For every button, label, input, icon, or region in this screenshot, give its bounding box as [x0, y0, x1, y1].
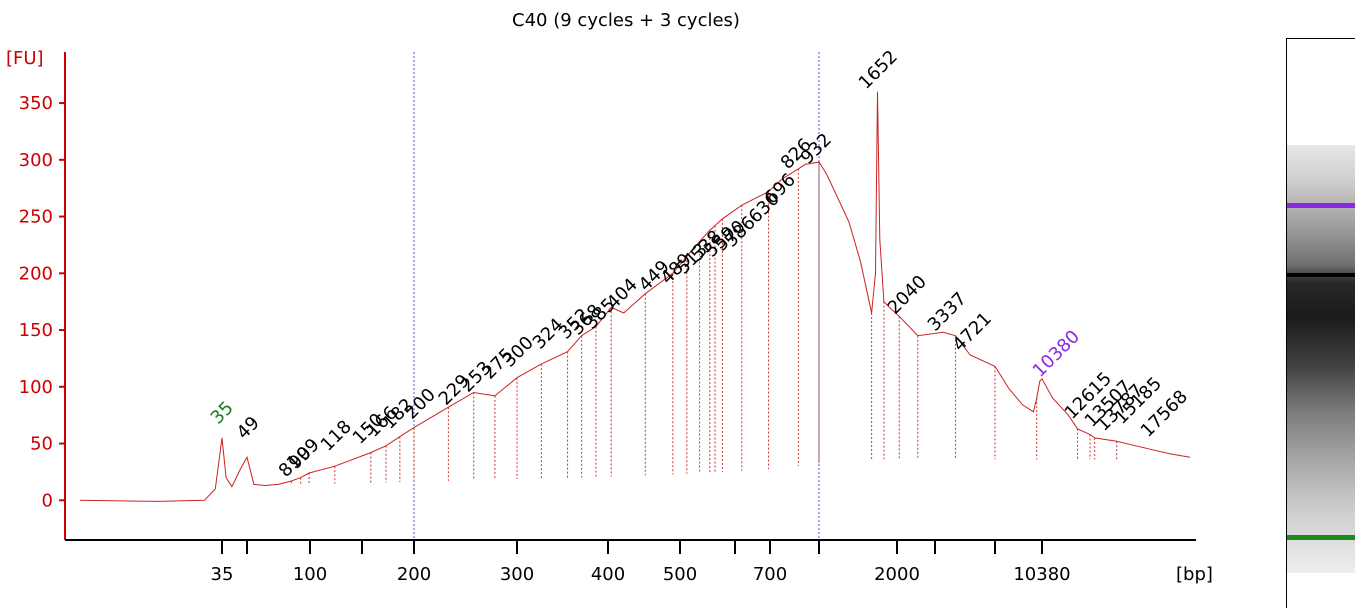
- chart-title: C40 (9 cycles + 3 cycles): [512, 10, 740, 31]
- x-tick-label: 400: [591, 564, 625, 585]
- y-tick-label: 50: [30, 434, 53, 455]
- peak-labels: 3549819099118150166182200229253275300324…: [207, 46, 1192, 481]
- peak-label: 10380: [1029, 326, 1084, 381]
- y-axis-label: [FU]: [6, 48, 44, 69]
- x-tick-label: 35: [211, 564, 234, 585]
- series-trace: [79, 91, 1191, 502]
- x-tick-label: 500: [663, 564, 697, 585]
- gel-image-panel: [1286, 38, 1355, 608]
- y-tick-label: 0: [42, 490, 53, 511]
- region-lines: [290, 162, 1118, 485]
- y-axis-ticks: 0 50 100 150 200 250 300 350: [19, 93, 65, 511]
- y-tick-label: 150: [19, 320, 53, 341]
- upper-marker-band: [1287, 203, 1355, 208]
- peak-label: 932: [797, 129, 836, 168]
- x-tick-label: 200: [397, 564, 431, 585]
- x-tick-label: 10380: [1013, 564, 1070, 585]
- x-axis-label: [bp]: [1176, 564, 1213, 585]
- lower-marker-band: [1287, 535, 1355, 540]
- y-tick-label: 300: [19, 150, 53, 171]
- x-axis-ticks: 35 100 200 300 400 500 700 2000 10380: [211, 540, 1071, 585]
- dark-band: [1287, 273, 1355, 277]
- y-tick-label: 200: [19, 263, 53, 284]
- peak-label: 35: [207, 397, 238, 428]
- x-tick-label: 300: [500, 564, 534, 585]
- x-tick-label: 700: [753, 564, 787, 585]
- gel-lane: [1287, 145, 1355, 573]
- peak-label: 1652: [855, 46, 902, 93]
- y-tick-label: 350: [19, 93, 53, 114]
- peak-label: 49: [233, 412, 264, 443]
- y-tick-label: 100: [19, 377, 53, 398]
- peak-label: 2040: [884, 271, 931, 318]
- x-tick-label: 2000: [874, 564, 920, 585]
- y-tick-label: 250: [19, 207, 53, 228]
- x-tick-label: 100: [293, 564, 327, 585]
